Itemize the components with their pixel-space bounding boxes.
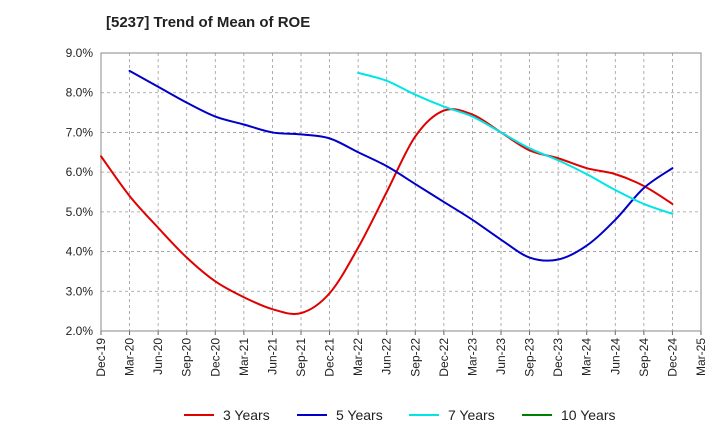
x-tick-label: Dec-19 bbox=[94, 338, 108, 377]
x-tick-label: Dec-23 bbox=[551, 338, 565, 377]
x-tick-label: Sep-20 bbox=[180, 338, 194, 377]
legend-label: 3 Years bbox=[223, 407, 270, 423]
x-tick-label: Jun-23 bbox=[494, 338, 508, 375]
y-tick-label: 7.0% bbox=[66, 125, 94, 139]
legend-label: 10 Years bbox=[561, 407, 616, 423]
x-tick-label: Sep-23 bbox=[523, 338, 537, 377]
x-tick-label: Jun-20 bbox=[151, 338, 165, 375]
x-tick-label: Mar-20 bbox=[123, 338, 137, 376]
series-line-7-years bbox=[357, 71, 674, 215]
y-tick-label: 2.0% bbox=[66, 324, 94, 338]
x-tick-label: Jun-22 bbox=[380, 338, 394, 375]
x-tick-label: Sep-22 bbox=[408, 338, 422, 377]
plot-border bbox=[100, 52, 702, 332]
x-tick-label: Sep-24 bbox=[637, 338, 651, 377]
y-tick-label: 5.0% bbox=[66, 205, 94, 219]
x-tick-label: Mar-25 bbox=[694, 338, 708, 376]
legend: 3 Years 5 Years 7 Years 10 Years bbox=[184, 407, 616, 423]
y-tick-label: 3.0% bbox=[66, 284, 94, 298]
x-tick-label: Dec-22 bbox=[437, 338, 451, 377]
x-tick-label: Sep-21 bbox=[294, 338, 308, 377]
chart-title: [5237] Trend of Mean of ROE bbox=[106, 14, 311, 31]
x-tick-label: Mar-22 bbox=[351, 338, 365, 376]
x-tick-label: Dec-24 bbox=[665, 338, 679, 377]
legend-item-3-years: 3 Years bbox=[184, 407, 270, 423]
axis-layer: 2.0% 3.0% 4.0% 5.0% 6.0% 7.0% 8.0% 9.0% Dec-19 Ma… bbox=[66, 46, 708, 377]
x-tick-label: Jun-21 bbox=[265, 338, 279, 375]
x-tick-label: Jun-24 bbox=[608, 338, 622, 375]
x-tick-label: Dec-20 bbox=[208, 338, 222, 377]
legend-item-5-years: 5 Years bbox=[297, 407, 383, 423]
series-layer bbox=[100, 69, 674, 315]
x-tick-label: Mar-23 bbox=[465, 338, 479, 376]
series-line-3-years bbox=[100, 108, 674, 315]
plot-area bbox=[101, 53, 701, 331]
legend-item-7-years: 7 Years bbox=[409, 407, 495, 423]
x-tick-label: Mar-21 bbox=[237, 338, 251, 376]
y-tick-label: 4.0% bbox=[66, 245, 94, 259]
grid-layer bbox=[101, 53, 701, 331]
legend-item-10-years: 10 Years bbox=[522, 407, 616, 423]
legend-label: 5 Years bbox=[336, 407, 383, 423]
y-tick-label: 9.0% bbox=[66, 46, 94, 60]
y-tick-label: 6.0% bbox=[66, 165, 94, 179]
x-tick-label: Mar-24 bbox=[580, 338, 594, 376]
y-tick-label: 8.0% bbox=[66, 86, 94, 100]
series-line-5-years bbox=[128, 69, 674, 262]
legend-label: 7 Years bbox=[448, 407, 495, 423]
x-tick-label: Dec-21 bbox=[323, 338, 337, 377]
